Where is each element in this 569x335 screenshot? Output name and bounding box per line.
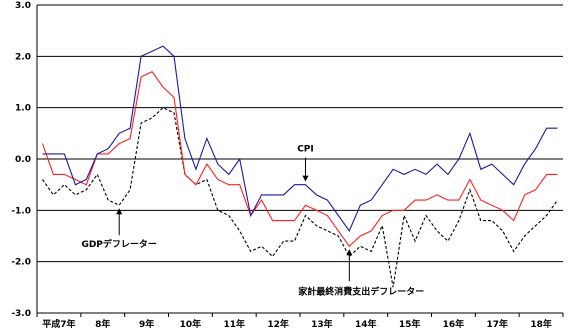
series-lines xyxy=(41,45,558,288)
annotation-gdp: GDPデフレーター xyxy=(81,238,156,250)
annotation-cpi: CPI xyxy=(297,145,314,155)
x-tick-label: 11年 xyxy=(223,318,245,330)
y-axis-ticks: 3.0 2.0 1.0 0.0 -1.0 -2.0 -3.0 xyxy=(11,1,31,319)
x-tick-label: 17年 xyxy=(486,318,508,330)
y-tick-label: -2.0 xyxy=(11,258,31,268)
series-line-2 xyxy=(42,107,558,288)
y-tick-label: 1.0 xyxy=(15,104,31,114)
x-tick-label: 12年 xyxy=(267,318,289,330)
series-line-1 xyxy=(41,71,558,248)
series-line-0 xyxy=(42,45,558,233)
arrowhead-cpi xyxy=(302,175,309,182)
y-tick-label: 2.0 xyxy=(15,52,31,62)
x-tick-label: 15年 xyxy=(399,318,421,330)
gridlines xyxy=(36,4,563,314)
arrowhead-household xyxy=(346,249,353,256)
y-tick-label: 0.0 xyxy=(15,155,31,165)
x-tick-label: 14年 xyxy=(355,318,377,330)
annotation-household: 家計最終消費支出デフレーター xyxy=(298,285,424,297)
y-tick-label: -3.0 xyxy=(11,309,31,319)
x-tick-label: 平成7年 xyxy=(42,318,75,330)
x-tick-label: 8年 xyxy=(95,318,110,330)
x-tick-label: 9年 xyxy=(139,318,154,330)
x-tick-label: 16年 xyxy=(443,318,465,330)
x-tick-label: 13年 xyxy=(311,318,333,330)
x-axis-ticks: 平成7年 8年 9年 10年 11年 12年 13年 14年 15年 16年 17年 18年 xyxy=(36,313,564,330)
y-tick-label: -1.0 xyxy=(11,206,31,216)
y-tick-label: 3.0 xyxy=(15,1,31,11)
x-tick-label: 10年 xyxy=(180,318,202,330)
x-tick-label: 18年 xyxy=(530,318,552,330)
arrowhead-gdp xyxy=(116,208,123,215)
